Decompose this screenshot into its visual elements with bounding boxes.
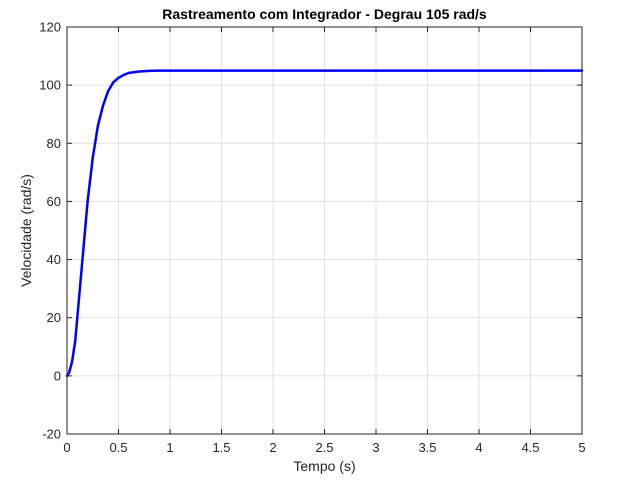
x-tick-label: 0.5 <box>109 440 127 455</box>
x-tick-label: 4 <box>475 440 482 455</box>
y-tick-label: 60 <box>47 194 61 209</box>
series-line-0 <box>65 69 584 378</box>
x-axis-label: Tempo (s) <box>293 458 355 474</box>
chart-title: Rastreamento com Integrador - Degrau 105… <box>162 6 487 22</box>
y-tick-label: 0 <box>54 368 61 383</box>
x-tick-label: 3.5 <box>418 440 436 455</box>
y-tick-label: 100 <box>39 78 61 93</box>
y-tick-label: -20 <box>42 427 61 442</box>
y-axis-label: Velocidade (rad/s) <box>18 174 34 287</box>
x-tick-label: 1 <box>166 440 173 455</box>
y-tick-label: 40 <box>47 252 61 267</box>
x-tick-label: 3 <box>372 440 379 455</box>
x-tick-label: 5 <box>578 440 585 455</box>
x-tick-label: 4.5 <box>521 440 539 455</box>
x-tick-label: 2.5 <box>315 440 333 455</box>
y-tick-label: 120 <box>39 20 61 35</box>
x-tick-label: 1.5 <box>212 440 230 455</box>
x-tick-label: 2 <box>269 440 276 455</box>
y-tick-label: 20 <box>47 310 61 325</box>
plot-area <box>65 69 584 378</box>
x-tick-label: 0 <box>63 440 70 455</box>
y-tick-label: 80 <box>47 136 61 151</box>
